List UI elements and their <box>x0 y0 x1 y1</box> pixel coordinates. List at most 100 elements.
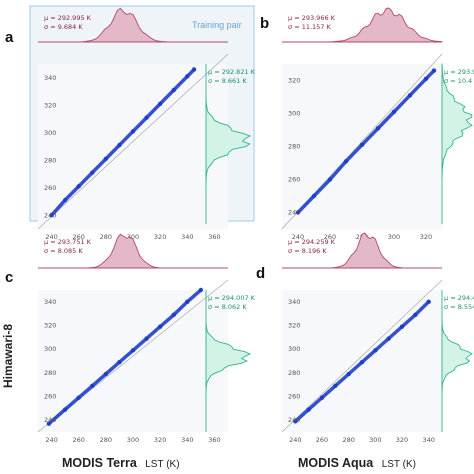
y-tick-label: 300 <box>44 129 56 137</box>
y-tick-label: 280 <box>44 369 56 377</box>
top-kde-mean: μ = 294.259 K <box>288 238 336 246</box>
training-pair-annotation: Training pair <box>192 20 242 30</box>
x-tick-label: 300 <box>369 436 381 444</box>
x-tick-label: 320 <box>154 436 166 444</box>
scatter-point <box>157 324 163 329</box>
scatter-point <box>431 68 437 73</box>
scatter-point <box>295 210 301 215</box>
x-tick-label: 340 <box>422 436 434 444</box>
scatter-point <box>386 336 391 341</box>
panel-d: d 240 260 280 300 320 340 240 260 280 300 320 340 μ =… <box>256 232 474 444</box>
scatter-point <box>191 67 197 72</box>
scatter-point <box>426 299 431 305</box>
scatter-point <box>373 348 378 353</box>
right-kde-sd: σ = 8.062 K <box>208 303 247 311</box>
x-tick-label: 320 <box>420 233 432 241</box>
top-kde-sd: σ = 8.196 K <box>288 247 327 255</box>
x-tick-label: 300 <box>127 233 139 241</box>
scatter-point <box>327 177 333 182</box>
right-kde-mean: μ = 292.821 K <box>208 68 256 76</box>
scatter-band <box>49 67 196 218</box>
y-tick-label: 320 <box>44 322 56 330</box>
top-kde <box>282 7 443 43</box>
scatter-point <box>90 170 95 175</box>
y-tick-label: 240 <box>288 209 300 217</box>
panel-b: b240260280300320240260280300320μ = 293.9… <box>260 7 474 241</box>
y-tick-label: 300 <box>288 345 300 353</box>
top-kde <box>38 7 228 43</box>
plot-area <box>38 64 228 229</box>
panels-group: a 240 260 280 300 320 340 360 240 260 280 300 320 340… <box>5 5 474 444</box>
y-tick-label: 340 <box>44 298 56 306</box>
scatter-point <box>144 336 149 341</box>
scatter-point <box>46 421 52 426</box>
x-tick-label: 320 <box>396 436 408 444</box>
x-axis-label-aqua: MODIS Aqua LST (K) <box>298 454 416 471</box>
scatter-point <box>76 184 81 189</box>
plot-area <box>38 290 228 432</box>
scatter-point <box>359 142 365 148</box>
y-tick-label: 240 <box>44 211 56 219</box>
scatter-point <box>171 87 176 93</box>
scatter-point <box>346 371 351 377</box>
scatter-point <box>130 129 136 134</box>
y-tick-label: 260 <box>44 393 56 401</box>
scatter-point <box>399 324 405 329</box>
x-tick-label: 360 <box>208 436 220 444</box>
scatter-point <box>359 359 365 365</box>
panel-letter: b <box>260 15 269 32</box>
y-axis-label: Himawari-8 <box>1 324 15 388</box>
top-kde-sd: σ = 8.085 K <box>44 247 83 255</box>
y-tick-label: 280 <box>288 369 300 377</box>
y-tick-label: 260 <box>288 176 300 184</box>
scatter-point <box>407 93 413 98</box>
scatter-point <box>117 142 122 148</box>
scatter-point <box>198 287 204 293</box>
x-tick-label: 300 <box>388 233 400 241</box>
scatter-point <box>103 156 109 162</box>
scatter-band <box>47 288 203 426</box>
identity-line <box>281 279 443 433</box>
right-kde-sd: σ = 10.4 <box>444 77 472 85</box>
y-tick-label: 320 <box>44 101 56 109</box>
y-tick-label: 240 <box>44 416 56 424</box>
top-kde-sd: σ = 9.684 K <box>44 23 83 31</box>
x-tick-label: 240 <box>45 233 57 241</box>
x-tick-label: 240 <box>45 436 57 444</box>
y-tick-label: 300 <box>44 345 56 353</box>
scatter-point <box>333 383 338 389</box>
y-tick-label: 280 <box>44 156 56 164</box>
top-kde-sd: σ = 11.157 K <box>288 23 332 31</box>
scatter-point <box>103 371 109 377</box>
right-kde <box>441 290 473 432</box>
x-tick-label: 240 <box>289 436 301 444</box>
identity-line <box>37 53 229 230</box>
scatter-point <box>144 115 149 120</box>
x-tick-label: 260 <box>73 233 85 241</box>
top-kde-mean: μ = 293.751 K <box>44 238 92 246</box>
x-tick-label: 340 <box>181 436 193 444</box>
scatter-point <box>375 126 381 131</box>
scatter-point <box>319 395 325 400</box>
right-kde-sd: σ = 8.661 K <box>208 77 247 85</box>
top-kde-mean: μ = 292.995 K <box>44 14 92 22</box>
scatter-point <box>185 74 190 79</box>
right-kde-mean: μ = 294.4 <box>444 294 474 302</box>
scatter-point <box>293 419 298 424</box>
x-tick-label: 280 <box>100 436 112 444</box>
top-kde <box>282 232 442 269</box>
scatter-point <box>62 407 68 412</box>
scatter-band <box>296 68 436 215</box>
right-kde <box>205 64 252 224</box>
scatter-point <box>343 159 349 164</box>
scatter-point <box>171 312 176 318</box>
y-tick-label: 240 <box>288 416 300 424</box>
y-tick-label: 280 <box>288 143 300 151</box>
x-tick-label: 280 <box>100 233 112 241</box>
x-tick-label: 260 <box>316 436 328 444</box>
right-kde <box>441 63 473 224</box>
panel-letter: c <box>5 269 13 286</box>
y-tick-label: 320 <box>288 77 300 85</box>
scatter-point <box>157 101 163 107</box>
